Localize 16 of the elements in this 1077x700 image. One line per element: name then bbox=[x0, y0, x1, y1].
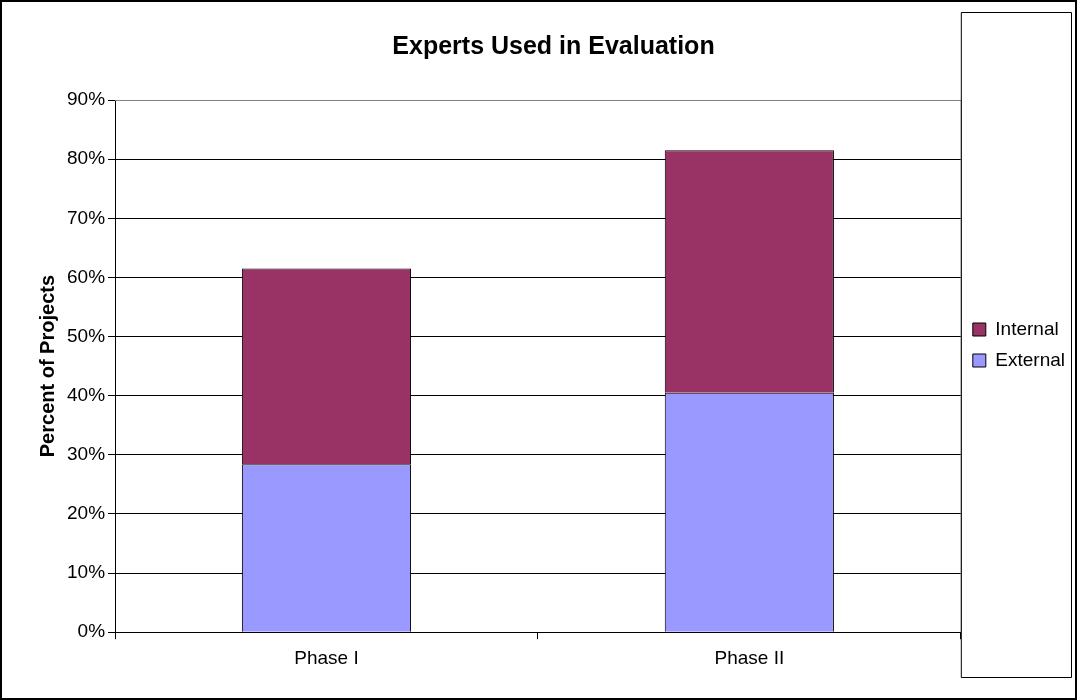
legend-label: Internal bbox=[995, 317, 1059, 339]
y-tick-label: 30% bbox=[67, 443, 106, 465]
y-tick-label: 50% bbox=[67, 324, 106, 346]
y-axis-title: Percent of Projects bbox=[35, 274, 58, 458]
chart-title: Experts Used in Evaluation bbox=[392, 30, 715, 59]
y-tick-label: 0% bbox=[77, 620, 106, 642]
y-tick-label: 40% bbox=[67, 383, 106, 405]
legend-label: External bbox=[995, 348, 1065, 370]
y-tick-label: 20% bbox=[67, 502, 106, 524]
y-tick-label: 80% bbox=[67, 147, 106, 169]
y-tick-label: 60% bbox=[67, 265, 106, 287]
x-tick-label: Phase II bbox=[714, 646, 785, 668]
y-tick-label: 10% bbox=[67, 561, 106, 583]
y-tick-label: 90% bbox=[67, 88, 106, 110]
x-tick-label: Phase I bbox=[294, 646, 359, 668]
y-tick-label: 70% bbox=[67, 206, 106, 228]
